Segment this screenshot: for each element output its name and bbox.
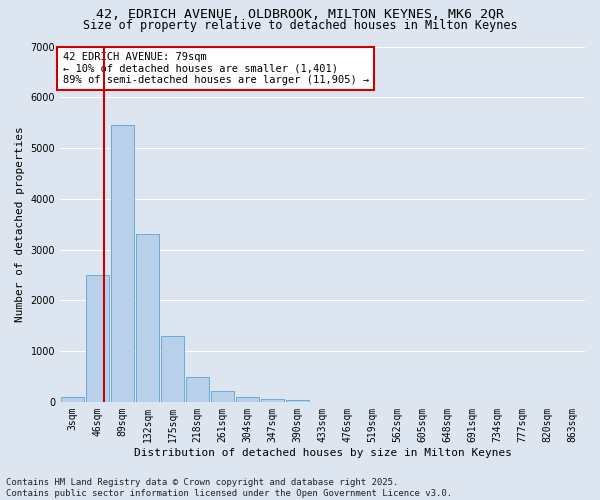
- Bar: [261, 400, 284, 402]
- Text: Contains HM Land Registry data © Crown copyright and database right 2025.
Contai: Contains HM Land Registry data © Crown c…: [6, 478, 452, 498]
- Y-axis label: Number of detached properties: Number of detached properties: [15, 126, 25, 322]
- Bar: [161, 336, 184, 402]
- Bar: [111, 125, 134, 402]
- Text: Size of property relative to detached houses in Milton Keynes: Size of property relative to detached ho…: [83, 18, 517, 32]
- Bar: [211, 390, 234, 402]
- Bar: [286, 400, 309, 402]
- Bar: [136, 234, 159, 402]
- Bar: [86, 275, 109, 402]
- Text: 42, EDRICH AVENUE, OLDBROOK, MILTON KEYNES, MK6 2QR: 42, EDRICH AVENUE, OLDBROOK, MILTON KEYN…: [96, 8, 504, 20]
- Bar: [186, 377, 209, 402]
- Bar: [61, 397, 84, 402]
- Text: 42 EDRICH AVENUE: 79sqm
← 10% of detached houses are smaller (1,401)
89% of semi: 42 EDRICH AVENUE: 79sqm ← 10% of detache…: [62, 52, 369, 85]
- Bar: [236, 398, 259, 402]
- X-axis label: Distribution of detached houses by size in Milton Keynes: Distribution of detached houses by size …: [134, 448, 512, 458]
